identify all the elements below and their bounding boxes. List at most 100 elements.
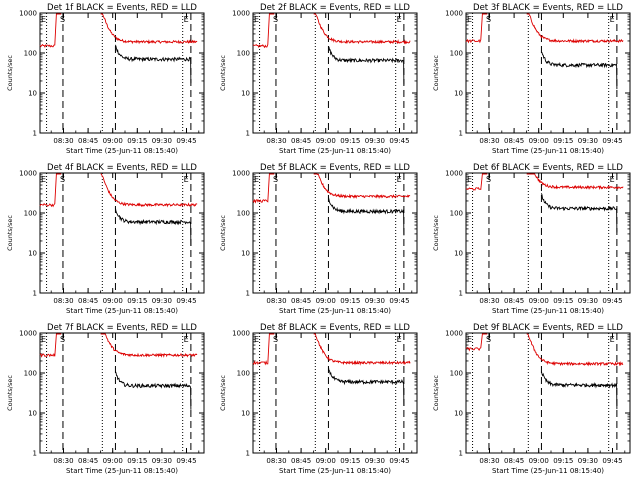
y-tick-label: 10 bbox=[454, 250, 463, 258]
panel-det-9: Det 9f BLACK = Events, RED = LLD Counts/s… bbox=[432, 323, 631, 475]
y-tick-label: 10 bbox=[454, 410, 463, 418]
y-tick-label: 1000 bbox=[232, 330, 250, 338]
x-tick-label: 09:15 bbox=[340, 297, 360, 305]
y-tick-label: 100 bbox=[450, 210, 463, 218]
marker-s: S bbox=[486, 335, 491, 344]
y-tick-label: 1000 bbox=[232, 10, 250, 18]
y-tick-label: 1000 bbox=[19, 170, 37, 178]
lld-series bbox=[526, 13, 624, 44]
x-tick-label: 09:30 bbox=[365, 137, 385, 145]
lld-series-early bbox=[39, 13, 62, 48]
x-tick-label: 08:30 bbox=[266, 457, 286, 465]
marker-s: S bbox=[60, 335, 65, 344]
x-tick-label: 08:45 bbox=[291, 297, 311, 305]
y-tick-label: 1000 bbox=[19, 330, 37, 338]
x-axis-label: Start Time (25-Jun-11 08:15:40) bbox=[279, 307, 391, 315]
x-tick-label: 09:00 bbox=[316, 297, 336, 305]
marker-e-right: E bbox=[184, 15, 189, 24]
x-tick-label: 09:15 bbox=[127, 457, 147, 465]
events-series bbox=[540, 193, 618, 233]
y-tick-label: 1 bbox=[459, 130, 463, 138]
x-tick-label: 08:30 bbox=[53, 137, 73, 145]
marker-e-right: E bbox=[610, 175, 615, 184]
plot-frame bbox=[465, 332, 631, 454]
marker-e-right: E bbox=[184, 175, 189, 184]
events-series bbox=[114, 207, 192, 247]
y-tick-label: 10 bbox=[28, 410, 37, 418]
panel-title: Det 3f BLACK = Events, RED = LLD bbox=[473, 3, 623, 13]
x-tick-label: 09:45 bbox=[389, 457, 409, 465]
plot-frame bbox=[465, 12, 631, 134]
panel-det-7: Det 7f BLACK = Events, RED = LLD Counts/s… bbox=[6, 323, 205, 475]
y-tick-label: 100 bbox=[24, 370, 37, 378]
x-tick-label: 09:30 bbox=[152, 137, 172, 145]
marker-e-left: E bbox=[41, 335, 46, 344]
events-series bbox=[114, 44, 192, 84]
x-tick-label: 09:45 bbox=[389, 137, 409, 145]
y-tick-label: 1 bbox=[33, 290, 37, 298]
y-axis-label: Counts/sec bbox=[432, 375, 440, 411]
events-series bbox=[541, 51, 618, 90]
panel-det-4: Det 4f BLACK = Events, RED = LLD Counts/s… bbox=[6, 163, 205, 315]
x-tick-label: 09:30 bbox=[578, 457, 598, 465]
x-axis-label: Start Time (25-Jun-11 08:15:40) bbox=[279, 467, 391, 475]
lld-series bbox=[313, 333, 411, 366]
x-axis-label: Start Time (25-Jun-11 08:15:40) bbox=[66, 467, 178, 475]
plot-frame bbox=[39, 332, 205, 454]
panel-title: Det 8f BLACK = Events, RED = LLD bbox=[260, 323, 410, 333]
marker-e-left: E bbox=[254, 335, 259, 344]
x-tick-label: 09:45 bbox=[389, 297, 409, 305]
events-series bbox=[328, 46, 405, 85]
x-tick-label: 09:00 bbox=[529, 457, 549, 465]
x-tick-label: 09:15 bbox=[553, 137, 573, 145]
x-tick-label: 09:30 bbox=[365, 297, 385, 305]
x-tick-label: 09:45 bbox=[602, 457, 622, 465]
events-series bbox=[540, 371, 618, 410]
marker-e-right: E bbox=[610, 335, 615, 344]
y-tick-label: 1 bbox=[459, 290, 463, 298]
events-series bbox=[327, 366, 405, 407]
lld-series bbox=[313, 173, 411, 199]
x-tick-label: 08:45 bbox=[78, 137, 98, 145]
lld-series-early bbox=[252, 333, 275, 366]
lld-series bbox=[100, 333, 198, 358]
x-axis-label: Start Time (25-Jun-11 08:15:40) bbox=[279, 147, 391, 155]
x-tick-label: 08:30 bbox=[479, 457, 499, 465]
x-tick-label: 09:00 bbox=[529, 137, 549, 145]
x-tick-label: 08:45 bbox=[504, 137, 524, 145]
marker-e-left: E bbox=[41, 175, 46, 184]
x-tick-label: 09:00 bbox=[316, 137, 336, 145]
lld-series-early bbox=[465, 173, 488, 191]
y-tick-label: 1 bbox=[246, 130, 250, 138]
marker-s: S bbox=[273, 335, 278, 344]
panel-title: Det 7f BLACK = Events, RED = LLD bbox=[47, 323, 197, 333]
panel-title: Det 5f BLACK = Events, RED = LLD bbox=[260, 163, 410, 173]
x-tick-label: 08:30 bbox=[266, 137, 286, 145]
panel-title: Det 9f BLACK = Events, RED = LLD bbox=[473, 323, 623, 333]
x-tick-label: 09:45 bbox=[176, 137, 196, 145]
x-axis-label: Start Time (25-Jun-11 08:15:40) bbox=[66, 147, 178, 155]
lld-series bbox=[100, 13, 198, 45]
x-axis-label: Start Time (25-Jun-11 08:15:40) bbox=[492, 307, 604, 315]
marker-e-left: E bbox=[467, 175, 472, 184]
x-tick-label: 09:00 bbox=[103, 137, 123, 145]
marker-e-right: E bbox=[397, 15, 402, 24]
panel-det-8: Det 8f BLACK = Events, RED = LLD Counts/s… bbox=[219, 323, 418, 475]
y-tick-label: 1 bbox=[33, 130, 37, 138]
lld-series bbox=[526, 173, 624, 191]
plot-frame bbox=[39, 172, 205, 294]
plot-frame bbox=[252, 332, 418, 454]
lld-series-early bbox=[39, 333, 62, 358]
y-tick-label: 100 bbox=[24, 210, 37, 218]
lld-series-early bbox=[465, 333, 488, 352]
marker-e-left: E bbox=[254, 175, 259, 184]
plot-frame bbox=[252, 172, 418, 294]
marker-e-left: E bbox=[254, 15, 259, 24]
x-tick-label: 09:15 bbox=[553, 297, 573, 305]
marker-s: S bbox=[273, 175, 278, 184]
y-axis-label: Counts/sec bbox=[219, 375, 227, 411]
y-tick-label: 1000 bbox=[445, 10, 463, 18]
x-tick-label: 08:30 bbox=[266, 297, 286, 305]
y-axis-label: Counts/sec bbox=[432, 215, 440, 251]
